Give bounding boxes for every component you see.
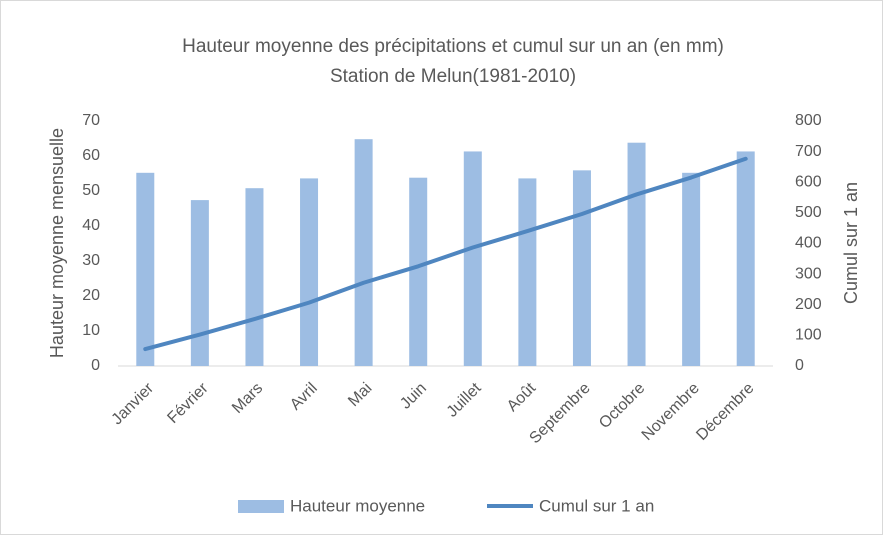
y-tick-label: 30 — [82, 252, 100, 269]
bar — [518, 178, 537, 366]
y2-tick-label: 200 — [795, 296, 822, 313]
y-tick-label: 50 — [82, 182, 100, 199]
bar — [190, 200, 209, 366]
y2-tick-label: 600 — [795, 173, 822, 190]
y2-tick-label: 400 — [795, 235, 822, 252]
legend-label: Cumul sur 1 an — [539, 496, 654, 515]
bar — [572, 170, 591, 366]
y-tick-label: 0 — [91, 357, 100, 374]
legend-label: Hauteur moyenne — [290, 496, 425, 515]
bar — [463, 151, 482, 366]
chart-title: Hauteur moyenne des précipitations et cu… — [182, 36, 724, 57]
y2-tick-label: 0 — [795, 357, 804, 374]
y-tick-label: 20 — [82, 287, 100, 304]
bar — [354, 139, 373, 366]
chart-subtitle: Station de Melun(1981-2010) — [330, 66, 576, 87]
y2-tick-label: 100 — [795, 327, 822, 344]
y2-tick-label: 300 — [795, 265, 822, 282]
y-axis-label: Hauteur moyenne mensuelle — [47, 128, 67, 358]
bar — [300, 178, 319, 366]
bar — [136, 172, 155, 366]
bar — [682, 172, 701, 366]
y-tick-label: 60 — [82, 147, 100, 164]
y-tick-label: 10 — [82, 322, 100, 339]
y-tick-label: 70 — [82, 112, 100, 129]
y2-tick-label: 800 — [795, 112, 822, 129]
bar — [736, 151, 755, 366]
bar — [409, 177, 428, 366]
line-series — [143, 156, 748, 352]
y2-axis-label: Cumul sur 1 an — [841, 182, 861, 304]
y2-tick-label: 500 — [795, 204, 822, 221]
bar — [245, 188, 264, 366]
bar — [627, 142, 646, 366]
legend-swatch — [238, 500, 284, 513]
y-tick-label: 40 — [82, 217, 100, 234]
y2-tick-label: 700 — [795, 143, 822, 160]
